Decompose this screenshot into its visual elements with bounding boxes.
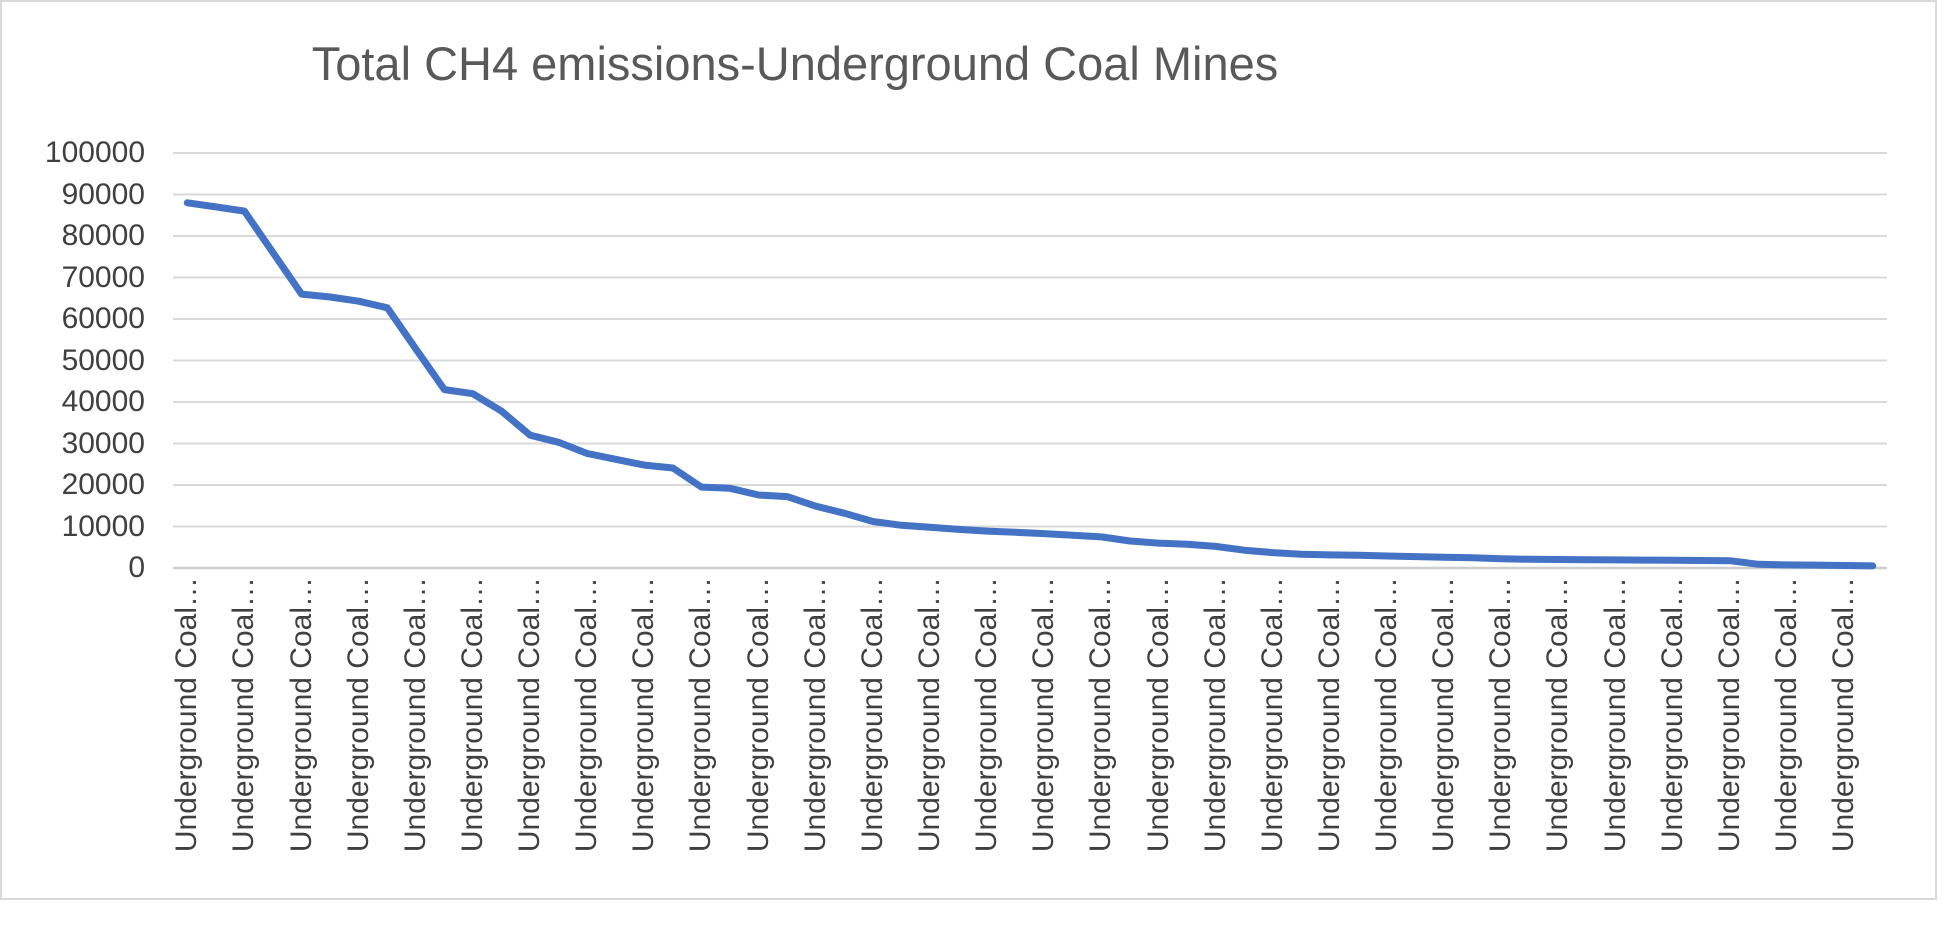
x-axis-category-label: Underground Coal… bbox=[1713, 577, 1747, 869]
x-axis-category-label: Underground Coal… bbox=[1599, 577, 1633, 869]
x-axis-category-label: Underground Coal… bbox=[1427, 577, 1461, 869]
y-axis-tick-label: 40000 bbox=[61, 385, 145, 418]
x-axis-category-label: Underground Coal… bbox=[170, 577, 204, 869]
x-axis-category-label: Underground Coal… bbox=[456, 577, 490, 869]
x-axis-category-label: Underground Coal… bbox=[1142, 577, 1176, 869]
x-axis-category-label-text: Underground Coal… bbox=[1084, 577, 1118, 853]
x-axis-category-label-text: Underground Coal… bbox=[741, 577, 775, 853]
x-axis-category-label: Underground Coal… bbox=[913, 577, 947, 869]
x-axis-category-label: Underground Coal… bbox=[1656, 577, 1690, 869]
x-axis-category-label-text: Underground Coal… bbox=[798, 577, 832, 853]
x-axis-category-label: Underground Coal… bbox=[1484, 577, 1518, 869]
y-axis-tick-label: 30000 bbox=[61, 426, 145, 460]
chart-title: Total CH4 emissions-Underground Coal Min… bbox=[311, 37, 1279, 90]
x-axis-category-label: Underground Coal… bbox=[1541, 577, 1575, 869]
x-axis-category-label: Underground Coal… bbox=[970, 577, 1004, 869]
x-axis-category-label: Underground Coal… bbox=[627, 577, 661, 869]
x-axis-category-label-text: Underground Coal… bbox=[855, 577, 889, 853]
x-axis-category-label: Underground Coal… bbox=[513, 577, 547, 869]
x-axis-category-label-text: Underground Coal… bbox=[1712, 577, 1746, 853]
x-axis-category-label-text: Underground Coal… bbox=[227, 577, 261, 853]
x-axis-category-label: Underground Coal… bbox=[342, 577, 376, 869]
x-axis-category-label-text: Underground Coal… bbox=[627, 577, 661, 853]
series-line bbox=[183, 199, 1877, 570]
x-axis-category-label: Underground Coal… bbox=[399, 577, 433, 869]
x-axis-category-label-text: Underground Coal… bbox=[284, 577, 318, 853]
x-axis-category-label: Underground Coal… bbox=[1770, 577, 1804, 869]
x-axis-category-label-text: Underground Coal… bbox=[913, 577, 947, 853]
y-axis-tick-label: 70000 bbox=[61, 260, 145, 294]
x-axis-category-label: Underground Coal… bbox=[856, 577, 890, 869]
y-axis-tick-label: 90000 bbox=[61, 177, 145, 211]
y-axis-tick-label: 10000 bbox=[61, 509, 145, 543]
x-axis-category-label-text: Underground Coal… bbox=[1370, 577, 1404, 853]
x-axis-category-label-text: Underground Coal… bbox=[570, 577, 604, 853]
x-axis-category-label: Underground Coal… bbox=[1199, 577, 1233, 869]
x-axis-category-label-text: Underground Coal… bbox=[1427, 577, 1461, 853]
x-axis-category-label: Underground Coal… bbox=[742, 577, 776, 869]
x-axis-category-label: Underground Coal… bbox=[227, 577, 261, 869]
x-axis-category-label: Underground Coal… bbox=[1827, 577, 1861, 869]
x-axis-category-label-text: Underground Coal… bbox=[684, 577, 718, 853]
x-axis-category-label: Underground Coal… bbox=[1313, 577, 1347, 869]
x-axis-category-label: Underground Coal… bbox=[570, 577, 604, 869]
x-axis-category-label-text: Underground Coal… bbox=[341, 577, 375, 853]
x-axis-category-label: Underground Coal… bbox=[799, 577, 833, 869]
x-axis-category-label-text: Underground Coal… bbox=[398, 577, 432, 853]
y-axis-tick-label: 0 bbox=[128, 551, 145, 584]
x-axis-category-label: Underground Coal… bbox=[1084, 577, 1118, 869]
x-axis-category-label-text: Underground Coal… bbox=[1827, 577, 1861, 853]
chart-frame bbox=[0, 0, 1937, 900]
x-axis-category-label-text: Underground Coal… bbox=[1598, 577, 1632, 853]
x-axis-category-label: Underground Coal… bbox=[1256, 577, 1290, 869]
x-axis-category-label-text: Underground Coal… bbox=[1027, 577, 1061, 853]
y-axis-tick-label: 20000 bbox=[61, 468, 145, 501]
x-axis-category-label-text: Underground Coal… bbox=[1655, 577, 1689, 853]
x-axis-category-label-text: Underground Coal… bbox=[455, 577, 489, 853]
x-axis-category-label-text: Underground Coal… bbox=[1255, 577, 1289, 853]
x-axis-category-label: Underground Coal… bbox=[285, 577, 319, 869]
x-axis-category-label: Underground Coal… bbox=[1027, 577, 1061, 869]
x-axis-category-label: Underground Coal… bbox=[684, 577, 718, 869]
x-axis-category-label-text: Underground Coal… bbox=[513, 577, 547, 853]
x-axis-category-label-text: Underground Coal… bbox=[1770, 577, 1804, 853]
y-axis-tick-label: 50000 bbox=[61, 343, 145, 377]
x-axis-category-label-text: Underground Coal… bbox=[1484, 577, 1518, 853]
x-axis-category-label-text: Underground Coal… bbox=[1312, 577, 1346, 853]
y-axis-tick-label: 60000 bbox=[61, 302, 145, 335]
x-axis-category-label-text: Underground Coal… bbox=[970, 577, 1004, 853]
x-axis-category-label-text: Underground Coal… bbox=[170, 577, 204, 853]
y-axis-tick-label: 80000 bbox=[61, 219, 145, 252]
x-axis-category-label: Underground Coal… bbox=[1370, 577, 1404, 869]
x-axis-category-label-text: Underground Coal… bbox=[1141, 577, 1175, 853]
x-axis-category-label-text: Underground Coal… bbox=[1541, 577, 1575, 853]
x-axis-category-label-text: Underground Coal… bbox=[1198, 577, 1232, 853]
y-axis-tick-label: 100000 bbox=[44, 136, 145, 169]
